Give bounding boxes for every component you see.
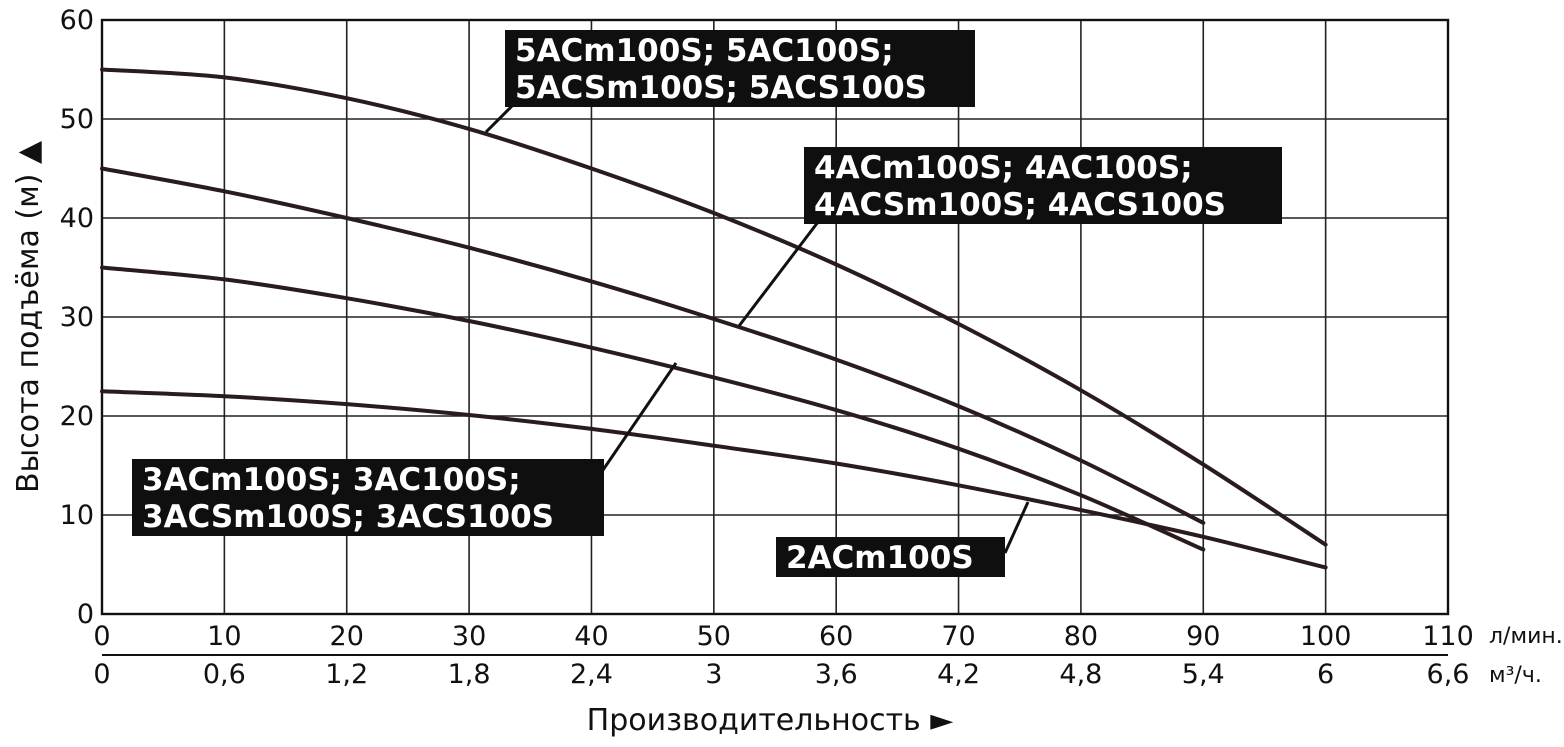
x-tick-label: 90: [1186, 621, 1220, 652]
x2-tick-label: 0,6: [203, 659, 246, 690]
x-tick-label: 70: [941, 621, 975, 652]
x2-tick-label: 0: [93, 659, 110, 690]
series-label-text: 3ACm100S; 3AC100S;: [142, 462, 521, 498]
x-tick-label: 0: [93, 621, 110, 652]
series-3ac-label-leader: [601, 362, 678, 471]
x2-tick-label: 3: [705, 659, 722, 690]
x2-tick-label: 2,4: [570, 659, 613, 690]
x2-tick-label: 4,2: [937, 659, 980, 690]
x-tick-label: 100: [1300, 621, 1352, 652]
y-tick-label: 40: [60, 203, 94, 234]
x-tick-label: 20: [330, 621, 364, 652]
series-3ac-label: 3ACm100S; 3AC100S;3ACSm100S; 3ACS100S: [132, 459, 604, 536]
x2-tick-label: 6,6: [1427, 659, 1470, 690]
x2-tick-label: 3,6: [815, 659, 858, 690]
series-label-text: 5ACm100S; 5AC100S;: [515, 33, 894, 69]
series-5ac-label: 5ACm100S; 5AC100S;5ACSm100S; 5ACS100S: [505, 30, 975, 107]
plot-frame: [100, 18, 1450, 616]
series-label-text: 3ACSm100S; 3ACS100S: [142, 499, 554, 535]
y-tick-label: 10: [60, 500, 94, 531]
x-tick-label: 50: [697, 621, 731, 652]
x-tick-label: 110: [1422, 621, 1474, 652]
y-axis-title: Высота подъёма (м) ▲: [11, 141, 46, 493]
y-tick-label: 60: [60, 5, 94, 36]
grid: [100, 18, 1450, 616]
x-tick-label: 60: [819, 621, 853, 652]
series-4ac-curve: [100, 166, 1206, 525]
x-unit-label: л/мин.: [1489, 624, 1563, 649]
series-2ac-curve: [100, 389, 1328, 570]
y-tick-label: 0: [77, 599, 94, 630]
series-label-box: [505, 30, 975, 107]
series-3ac-curve: [100, 265, 1206, 552]
series-label-box: [132, 459, 604, 536]
x2-tick-label: 1,2: [325, 659, 368, 690]
y-tick-label: 50: [60, 104, 94, 135]
y-tick-label: 30: [60, 302, 94, 333]
series-label-box: [804, 147, 1282, 224]
series-label-text: 5ACSm100S; 5ACS100S: [515, 70, 927, 106]
x2-tick-label: 5,4: [1182, 659, 1225, 690]
series-label-text: 4ACSm100S; 4ACS100S: [814, 187, 1226, 223]
series-labels: 5ACm100S; 5AC100S;5ACSm100S; 5ACS100S 4AC…: [132, 30, 1282, 577]
x2-unit-label: м³/ч.: [1489, 663, 1542, 688]
x2-tick-label: 4,8: [1059, 659, 1102, 690]
x-tick-label: 30: [452, 621, 486, 652]
x2-tick-label: 6: [1317, 659, 1334, 690]
x-tick-label: 10: [207, 621, 241, 652]
series-label-text: 2ACm100S: [786, 540, 974, 576]
x2-tick-label: 1,8: [448, 659, 491, 690]
series-2ac-label-leader: [1003, 501, 1030, 554]
x-tick-label: 40: [574, 621, 608, 652]
y-tick-label: 20: [60, 401, 94, 432]
series-2ac-label: 2ACm100S: [776, 537, 1005, 577]
series-5ac-curve: [100, 67, 1328, 547]
x-tick-label: 80: [1064, 621, 1098, 652]
series-label-text: 4ACm100S; 4AC100S;: [814, 150, 1193, 186]
curves: [100, 67, 1328, 570]
series-4ac-label: 4ACm100S; 4AC100S;4ACSm100S; 4ACS100S: [804, 147, 1282, 224]
x-axis-title: Производительность ►: [587, 703, 954, 738]
series-label-box: [776, 537, 1005, 577]
series-4ac-label-leader: [737, 221, 820, 327]
